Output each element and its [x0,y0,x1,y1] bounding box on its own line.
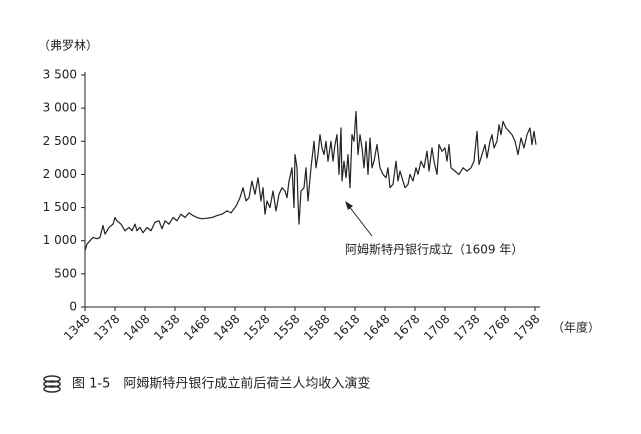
caption: 图 1-5 阿姆斯特丹银行成立前后荷兰人均收入演变 [72,376,370,392]
data-line [84,110,537,251]
y-tick-label: 0 [69,300,77,314]
caption-icon [43,375,61,393]
annotation: 阿姆斯特丹银行成立（1609 年） [345,242,523,257]
y-tick-label: 1 500 [43,200,77,214]
y-axis-label: （弗罗林） [38,39,98,53]
y-tick-label: 3 500 [43,68,77,82]
y-tick-label: 2 000 [43,167,77,181]
y-tick-label: 3 000 [43,101,77,115]
x-axis-label: （年度） [552,320,600,335]
y-tick-label: 1 000 [43,233,77,247]
annotation-arrow [347,204,373,237]
arrow-head [345,201,353,210]
y-tick-label: 500 [54,266,77,280]
y-tick-label: 2 500 [43,134,77,148]
